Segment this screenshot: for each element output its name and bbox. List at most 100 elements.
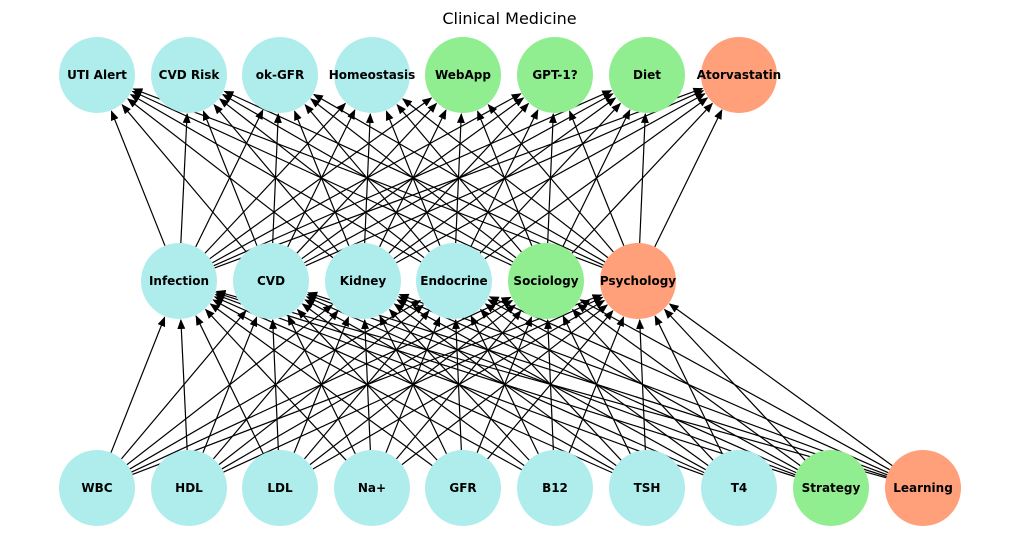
- node-na: Na+: [334, 450, 410, 526]
- node-circle-ldl: [242, 450, 318, 526]
- edge-infection-to-okgfr: [195, 109, 264, 248]
- edge-learning-to-endocrine: [488, 296, 889, 474]
- node-label-tsh: TSH: [634, 481, 661, 495]
- node-circle-kidney: [325, 243, 401, 319]
- node-circle-okgfr: [242, 37, 318, 113]
- node-circle-endocrine: [416, 243, 492, 319]
- node-circle-sociology: [508, 243, 584, 319]
- node-label-atorva: Atorvastatin: [697, 68, 781, 82]
- edge-infection-to-uti: [110, 110, 166, 246]
- node-circle-infection: [141, 243, 217, 319]
- node-label-na: Na+: [358, 481, 386, 495]
- node-psychology: Psychology: [600, 243, 676, 319]
- node-uti: UTI Alert: [59, 37, 135, 113]
- edge-learning-to-psychology: [668, 303, 893, 467]
- edge-hdl-to-infection: [177, 318, 188, 451]
- node-label-gfr: GFR: [449, 481, 476, 495]
- node-gpt: GPT-1?: [517, 37, 593, 113]
- node-label-wbc: WBC: [81, 481, 112, 495]
- node-circle-webapp: [425, 37, 501, 113]
- edge-wbc-to-infection: [110, 316, 166, 453]
- node-circle-learning: [885, 450, 961, 526]
- edge-psychology-to-okgfr: [312, 93, 606, 263]
- edge-psychology-to-gpt: [569, 110, 625, 246]
- edge-endocrine-to-webapp: [455, 112, 465, 244]
- node-label-learning: Learning: [893, 481, 953, 495]
- node-label-hdl: HDL: [175, 481, 203, 495]
- node-ldl: LDL: [242, 450, 318, 526]
- node-circle-wbc: [59, 450, 135, 526]
- node-kidney: Kidney: [325, 243, 401, 319]
- edge-kidney-to-uti: [127, 98, 334, 259]
- node-gfr: GFR: [425, 450, 501, 526]
- node-strategy: Strategy: [793, 450, 869, 526]
- node-wbc: WBC: [59, 450, 135, 526]
- edge-gfr-to-infection: [209, 303, 433, 467]
- diagram-title: Clinical Medicine: [442, 9, 576, 28]
- node-homeo: Homeostasis: [329, 37, 415, 113]
- node-circle-tsh: [609, 450, 685, 526]
- node-atorva: Atorvastatin: [697, 37, 781, 113]
- edge-gfr-to-endocrine: [452, 318, 462, 451]
- nodes-layer: UTI Alert CVD Risk ok-GFR Homeostasis WebApp…: [59, 37, 961, 526]
- edges-layer: [110, 87, 893, 479]
- node-circle-uti: [59, 37, 135, 113]
- node-label-b12: B12: [542, 481, 568, 495]
- edge-psychology-to-homeo: [402, 98, 609, 259]
- edge-b12-to-infection: [212, 299, 522, 471]
- node-circle-atorva: [701, 37, 777, 113]
- node-label-cvd: CVD: [257, 274, 285, 288]
- node-label-t4: T4: [731, 481, 748, 495]
- node-cvd: CVD: [233, 243, 309, 319]
- node-circle-b12: [517, 450, 593, 526]
- node-label-psychology: Psychology: [600, 274, 676, 288]
- edge-tsh-to-infection: [213, 296, 613, 474]
- edge-t4-to-infection: [214, 293, 704, 476]
- node-label-strategy: Strategy: [802, 481, 861, 495]
- node-circle-psychology: [600, 243, 676, 319]
- edge-psychology-to-diet: [639, 112, 649, 244]
- edge-psychology-to-atorva: [654, 109, 723, 248]
- node-label-gpt: GPT-1?: [532, 68, 577, 82]
- node-circle-homeo: [334, 37, 410, 113]
- edge-psychology-to-cvdrisk: [223, 90, 604, 266]
- node-b12: B12: [517, 450, 593, 526]
- node-cvdrisk: CVD Risk: [151, 37, 227, 113]
- node-circle-t4: [701, 450, 777, 526]
- node-sociology: Sociology: [508, 243, 584, 319]
- node-label-diet: Diet: [633, 68, 661, 82]
- node-label-uti: UTI Alert: [67, 68, 127, 82]
- node-label-endocrine: Endocrine: [420, 274, 487, 288]
- node-label-okgfr: ok-GFR: [256, 68, 305, 82]
- node-t4: T4: [701, 450, 777, 526]
- node-circle-cvdrisk: [151, 37, 227, 113]
- node-circle-diet: [609, 37, 685, 113]
- edge-learning-to-cvd: [307, 291, 887, 478]
- node-learning: Learning: [885, 450, 961, 526]
- node-label-webapp: WebApp: [435, 68, 491, 82]
- edge-infection-to-webapp: [209, 97, 433, 260]
- edge-learning-to-sociology: [579, 299, 890, 471]
- node-infection: Infection: [141, 243, 217, 319]
- edge-psychology-to-uti: [132, 88, 603, 269]
- node-webapp: WebApp: [425, 37, 501, 113]
- node-label-ldl: LDL: [267, 481, 293, 495]
- node-diet: Diet: [609, 37, 685, 113]
- node-circle-hdl: [151, 450, 227, 526]
- edge-ldl-to-infection: [195, 315, 264, 455]
- node-label-kidney: Kidney: [340, 274, 387, 288]
- node-label-infection: Infection: [149, 274, 209, 288]
- node-endocrine: Endocrine: [416, 243, 492, 319]
- node-circle-strategy: [793, 450, 869, 526]
- edge-strategy-to-infection: [215, 291, 795, 478]
- edge-cvd-to-uti: [121, 104, 247, 253]
- node-label-sociology: Sociology: [513, 274, 578, 288]
- node-okgfr: ok-GFR: [242, 37, 318, 113]
- edge-learning-to-kidney: [398, 293, 888, 476]
- node-label-cvdrisk: CVD Risk: [159, 68, 221, 82]
- node-circle-gpt: [517, 37, 593, 113]
- node-circle-cvd: [233, 243, 309, 319]
- node-tsh: TSH: [609, 450, 685, 526]
- node-circle-gfr: [425, 450, 501, 526]
